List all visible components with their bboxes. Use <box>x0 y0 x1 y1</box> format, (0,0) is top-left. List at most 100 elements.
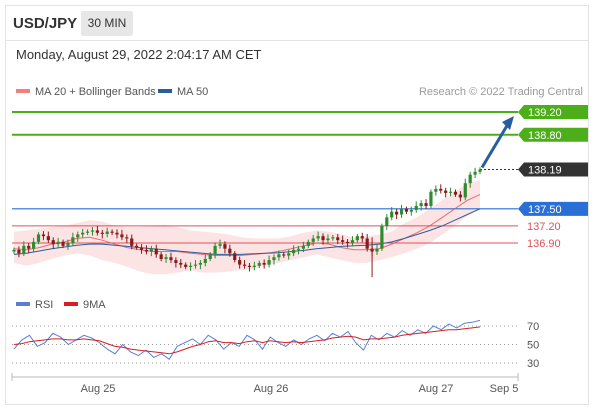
candle-body <box>144 249 149 252</box>
candle-body <box>355 236 359 241</box>
legend-label-ma50: MA 50 <box>177 86 208 98</box>
timestamp: Monday, August 29, 2022 2:04:17 AM CET <box>16 47 262 62</box>
candle-body <box>174 260 178 263</box>
candle-body <box>345 241 350 243</box>
candle-body <box>341 240 345 242</box>
candle-body <box>159 254 163 259</box>
candle-body <box>326 238 330 241</box>
candle-body <box>468 174 472 184</box>
candle-body <box>350 240 355 243</box>
candle-body <box>46 236 50 241</box>
candle-body <box>242 264 247 266</box>
candle-body <box>27 245 31 249</box>
candle-body <box>139 247 144 250</box>
candle-body <box>316 236 320 239</box>
candle-body <box>453 191 458 195</box>
candle-body <box>424 203 428 206</box>
credit-text: Research © 2022 Trading Central <box>419 86 583 98</box>
symbol-title: USD/JPY <box>13 15 78 32</box>
candle-body <box>213 245 217 255</box>
legend-swatch-9ma <box>64 302 78 306</box>
candle-body <box>203 258 207 263</box>
candle-body <box>233 253 237 261</box>
level-label-1: 138.80 <box>528 130 562 142</box>
level-label-2: 138.19 <box>528 165 562 177</box>
candle-body <box>439 188 443 191</box>
candle-body <box>463 183 467 198</box>
candle-body <box>66 243 70 246</box>
candle-body <box>51 240 55 245</box>
candle-body <box>17 249 21 254</box>
ma50-line <box>13 208 481 255</box>
level-tag-1 <box>518 127 588 142</box>
candle-body <box>130 238 134 246</box>
candle-body <box>110 231 114 233</box>
candle-body <box>375 248 379 252</box>
candle-body <box>164 257 168 259</box>
legend-swatch-ma50 <box>158 89 172 93</box>
candle-body <box>448 191 453 193</box>
x-axis: Aug 25 Aug 26 Aug 27 Sep 5 <box>11 373 519 395</box>
candle-body <box>208 254 212 259</box>
candle-body <box>311 238 315 242</box>
candle-body <box>22 245 26 254</box>
candle-body <box>390 211 394 218</box>
level-tags: 139.20 138.80 138.19 137.50 137.20 136.90 <box>518 105 588 250</box>
candle-body <box>198 262 202 265</box>
rsi-tick-label: 50 <box>527 340 539 352</box>
candle-body <box>85 231 90 233</box>
level-tag-3 <box>518 201 588 216</box>
candle-body <box>365 238 369 249</box>
moving-averages <box>13 194 481 256</box>
candle-body <box>154 248 158 255</box>
candle-body <box>360 236 364 239</box>
rsi-line <box>13 319 481 361</box>
candle-body <box>105 231 109 234</box>
candle-body <box>257 262 261 266</box>
candle-body <box>36 234 41 242</box>
rsi-tick-label: 30 <box>527 358 539 370</box>
candle-body <box>252 265 256 267</box>
level-label-5: 136.90 <box>527 238 561 250</box>
candle-body <box>409 209 413 212</box>
candle-body <box>56 241 60 245</box>
candle-body <box>125 237 129 239</box>
candle-body <box>193 264 198 266</box>
level-label-4: 137.20 <box>527 221 561 233</box>
candle-body <box>12 249 16 252</box>
candle-body <box>458 194 462 198</box>
candle-body <box>179 262 183 265</box>
candle-body <box>81 232 85 235</box>
legend-label-rsi: RSI <box>35 299 53 311</box>
candle-body <box>262 262 266 265</box>
candles <box>12 167 482 278</box>
legend-swatch-rsi <box>16 302 30 306</box>
candle-body <box>32 241 36 249</box>
price-levels <box>12 111 518 244</box>
rsi-legend: RSI 9MA <box>16 299 106 311</box>
forecast-arrow-head <box>502 116 514 130</box>
x-tick-label: Aug 27 <box>419 383 454 395</box>
candle-body <box>223 244 227 249</box>
candle-body <box>90 230 95 232</box>
candle-body <box>434 188 438 192</box>
interval-button[interactable]: 30 MIN <box>81 11 133 36</box>
header-divider <box>6 40 588 41</box>
x-tick-label: Sep 5 <box>490 383 519 395</box>
candle-body <box>331 237 335 239</box>
candle-body <box>385 217 389 226</box>
candle-body <box>380 225 384 249</box>
candle-body <box>336 237 340 241</box>
candle-body <box>292 249 296 254</box>
candle-body <box>282 254 286 256</box>
legend-swatch-ma20 <box>16 89 30 93</box>
candle-body <box>218 244 222 246</box>
candle-body <box>135 245 139 248</box>
candle-body <box>478 169 482 172</box>
level-tag-2 <box>518 162 588 177</box>
candle-body <box>76 234 80 238</box>
candle-body <box>184 264 188 267</box>
candle-body <box>399 208 404 215</box>
candle-body <box>115 232 119 235</box>
